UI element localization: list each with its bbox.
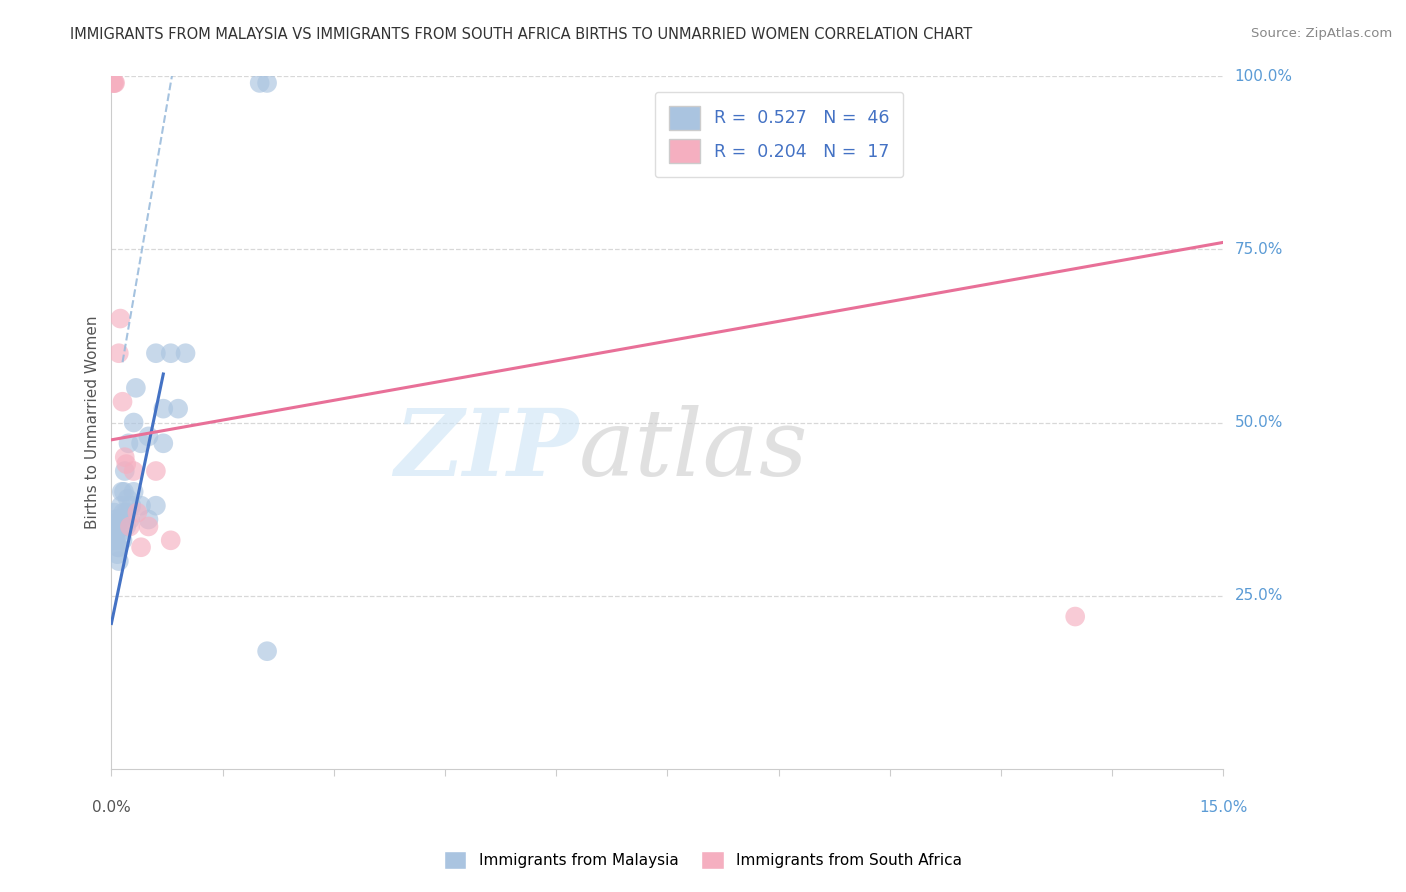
Point bbox=[125, 381, 148, 395]
Point bbox=[108, 541, 131, 555]
Point bbox=[145, 346, 167, 360]
Point bbox=[122, 484, 145, 499]
Point bbox=[117, 491, 139, 506]
Point bbox=[138, 519, 160, 533]
Point bbox=[104, 519, 127, 533]
Point bbox=[108, 526, 131, 541]
Text: 75.0%: 75.0% bbox=[1234, 242, 1282, 257]
Point bbox=[138, 429, 160, 443]
Point bbox=[129, 541, 152, 555]
Point bbox=[103, 512, 125, 526]
Text: atlas: atlas bbox=[578, 405, 808, 495]
Point bbox=[108, 346, 131, 360]
Point bbox=[127, 506, 149, 520]
Point bbox=[101, 76, 124, 90]
Point bbox=[115, 519, 138, 533]
Point bbox=[103, 506, 125, 520]
Point bbox=[152, 436, 174, 450]
Legend: Immigrants from Malaysia, Immigrants from South Africa: Immigrants from Malaysia, Immigrants fro… bbox=[437, 845, 969, 875]
Point bbox=[145, 499, 167, 513]
Point bbox=[256, 644, 278, 658]
Point bbox=[104, 76, 127, 90]
Point bbox=[249, 76, 271, 90]
Point bbox=[145, 464, 167, 478]
Point bbox=[103, 519, 125, 533]
Point bbox=[104, 533, 127, 548]
Point bbox=[112, 484, 135, 499]
Point bbox=[114, 450, 136, 465]
Point bbox=[1064, 609, 1087, 624]
Point bbox=[112, 506, 135, 520]
Point bbox=[129, 499, 152, 513]
Point bbox=[129, 436, 152, 450]
Point bbox=[105, 512, 128, 526]
Point bbox=[152, 401, 174, 416]
Text: 15.0%: 15.0% bbox=[1199, 799, 1247, 814]
Point bbox=[138, 512, 160, 526]
Point bbox=[103, 76, 125, 90]
Point bbox=[118, 512, 141, 526]
Point bbox=[104, 526, 127, 541]
Y-axis label: Births to Unmarried Women: Births to Unmarried Women bbox=[86, 316, 100, 529]
Point bbox=[101, 533, 124, 548]
Point bbox=[111, 484, 134, 499]
Point bbox=[118, 519, 141, 533]
Text: 0.0%: 0.0% bbox=[91, 799, 131, 814]
Point bbox=[117, 436, 139, 450]
Point bbox=[103, 76, 125, 90]
Point bbox=[110, 311, 132, 326]
Point bbox=[174, 346, 197, 360]
Point bbox=[120, 499, 142, 513]
Point bbox=[110, 512, 132, 526]
Point bbox=[256, 76, 278, 90]
Point bbox=[114, 464, 136, 478]
Point bbox=[159, 533, 181, 548]
Point bbox=[108, 554, 131, 568]
Text: IMMIGRANTS FROM MALAYSIA VS IMMIGRANTS FROM SOUTH AFRICA BIRTHS TO UNMARRIED WOM: IMMIGRANTS FROM MALAYSIA VS IMMIGRANTS F… bbox=[70, 27, 973, 42]
Point bbox=[105, 547, 128, 561]
Text: Source: ZipAtlas.com: Source: ZipAtlas.com bbox=[1251, 27, 1392, 40]
Point bbox=[110, 499, 132, 513]
Point bbox=[167, 401, 190, 416]
Point bbox=[105, 519, 128, 533]
Point bbox=[111, 519, 134, 533]
Point bbox=[111, 394, 134, 409]
Text: 50.0%: 50.0% bbox=[1234, 415, 1282, 430]
Legend: R =  0.527   N =  46, R =  0.204   N =  17: R = 0.527 N = 46, R = 0.204 N = 17 bbox=[655, 92, 904, 178]
Text: 100.0%: 100.0% bbox=[1234, 69, 1292, 84]
Point bbox=[122, 464, 145, 478]
Point bbox=[107, 541, 129, 555]
Point bbox=[122, 416, 145, 430]
Point bbox=[111, 533, 134, 548]
Point bbox=[104, 526, 127, 541]
Text: ZIP: ZIP bbox=[394, 405, 578, 495]
Text: 25.0%: 25.0% bbox=[1234, 588, 1282, 603]
Point bbox=[115, 506, 138, 520]
Point bbox=[159, 346, 181, 360]
Point bbox=[115, 457, 138, 471]
